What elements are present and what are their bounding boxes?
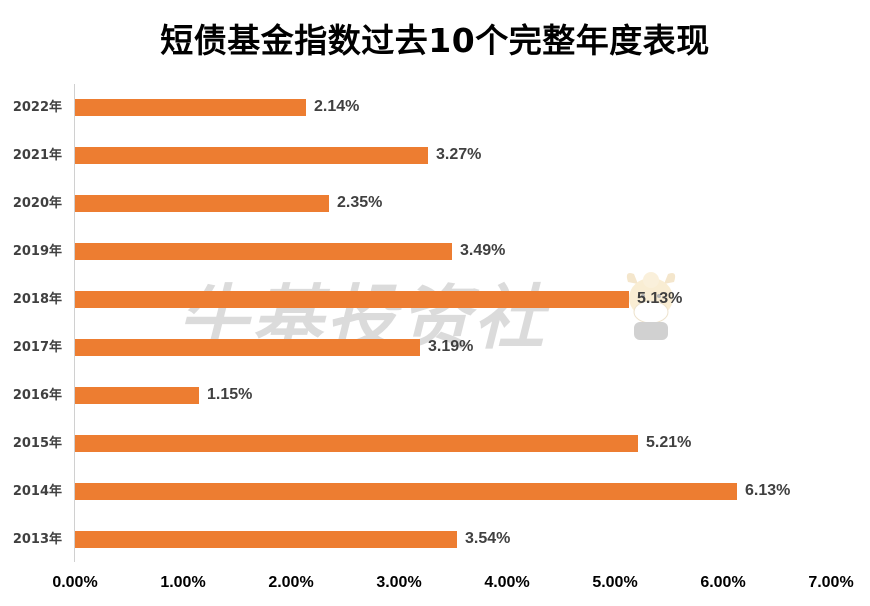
x-axis-tick-label: 7.00% [808, 574, 854, 591]
bar-value-label: 3.49% [460, 242, 506, 259]
y-axis-label: 2015年 [12, 436, 62, 451]
chart-title: 短债基金指数过去10个完整年度表现 [160, 21, 710, 60]
y-axis-label: 2017年 [12, 340, 62, 355]
bar [75, 99, 306, 116]
bar-row: 2022年 2.14% [0, 98, 870, 116]
bar-row: 2015年 5.21% [0, 434, 870, 452]
y-axis-label: 2022年 [12, 100, 62, 115]
bar-row: 2021年 3.27% [0, 146, 870, 164]
x-axis-tick-label: 3.00% [376, 574, 422, 591]
bar-row: 2017年 3.19% [0, 338, 870, 356]
bar [75, 387, 199, 404]
bar-value-label: 5.21% [646, 434, 692, 451]
y-axis-line [74, 84, 75, 562]
y-axis-label: 2013年 [12, 532, 62, 547]
bar [75, 339, 420, 356]
y-axis-label: 2021年 [12, 148, 62, 163]
bar-value-label: 3.19% [428, 338, 474, 355]
x-axis-tick-label: 6.00% [700, 574, 746, 591]
bar [75, 147, 428, 164]
bar [75, 243, 452, 260]
bar-row: 2014年 6.13% [0, 482, 870, 500]
x-axis-tick-label: 5.00% [592, 574, 638, 591]
bar [75, 483, 737, 500]
bar [75, 435, 638, 452]
bar [75, 531, 457, 548]
bar-row: 2013年 3.54% [0, 530, 870, 548]
bar-value-label: 2.35% [337, 194, 383, 211]
bar-value-label: 6.13% [745, 482, 791, 499]
y-axis-label: 2018年 [12, 292, 62, 307]
x-axis-tick-label: 0.00% [52, 574, 98, 591]
bar-row: 2020年 2.35% [0, 194, 870, 212]
bar-value-label: 3.54% [465, 530, 511, 547]
bar-value-label: 2.14% [314, 98, 360, 115]
y-axis-label: 2014年 [12, 484, 62, 499]
x-axis-tick-label: 2.00% [268, 574, 314, 591]
bar-row: 2018年 5.13% [0, 290, 870, 308]
y-axis-label: 2016年 [12, 388, 62, 403]
y-axis-label: 2019年 [12, 244, 62, 259]
bar-value-label: 3.27% [436, 146, 482, 163]
y-axis-label: 2020年 [12, 196, 62, 211]
x-axis-tick-label: 4.00% [484, 574, 530, 591]
bar-row: 2016年 1.15% [0, 386, 870, 404]
bar [75, 195, 329, 212]
bar-value-label: 5.13% [637, 290, 683, 307]
x-axis-tick-label: 1.00% [160, 574, 206, 591]
bar-row: 2019年 3.49% [0, 242, 870, 260]
bar-value-label: 1.15% [207, 386, 253, 403]
bar [75, 291, 629, 308]
